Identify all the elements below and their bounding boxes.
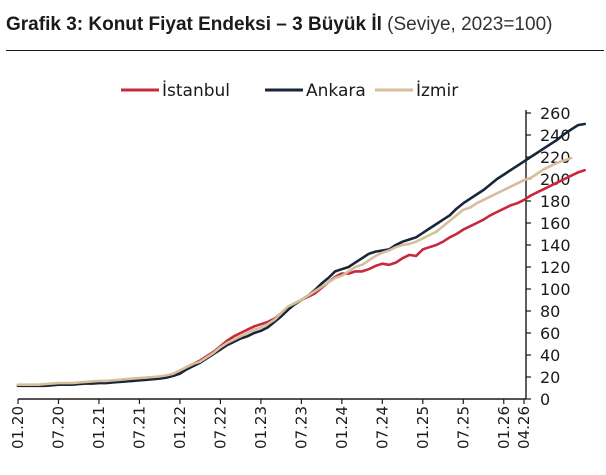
y-tick-label: 240 xyxy=(540,126,571,145)
x-tick-label: 01.22 xyxy=(171,406,189,449)
y-tick-label: 0 xyxy=(540,390,550,409)
y-tick-label: 140 xyxy=(540,236,571,255)
x-tick-label: 07.21 xyxy=(130,406,148,449)
chart-title-main: Grafik 3: Konut Fiyat Endeksi – 3 Büyük … xyxy=(6,14,382,35)
x-tick-label: 01.23 xyxy=(252,406,270,449)
legend-label: İzmir xyxy=(416,80,458,101)
x-tick-label: 01.20 xyxy=(9,406,27,449)
y-tick-label: 220 xyxy=(540,148,571,167)
chart-title: Grafik 3: Konut Fiyat Endeksi – 3 Büyük … xyxy=(6,14,552,36)
x-tick-label: 01.26 xyxy=(495,406,513,449)
x-tick-label: 01.24 xyxy=(333,406,351,449)
legend-label: İstanbul xyxy=(162,80,230,101)
series-line-0 xyxy=(16,168,587,387)
y-tick-label: 120 xyxy=(540,258,571,277)
y-tick-label: 20 xyxy=(540,368,560,387)
y-tick-label: 60 xyxy=(540,324,560,343)
series-line-1 xyxy=(16,122,587,388)
y-tick-label: 260 xyxy=(540,104,571,123)
y-tick-label: 160 xyxy=(540,214,571,233)
y-tick-label: 40 xyxy=(540,346,560,365)
y-tick-label: 200 xyxy=(540,170,571,189)
chart-axes: 0 20 40 60 80 100 120 140 160 180 200 220 240 260 01.2… xyxy=(9,104,571,449)
x-tick-label: 07.25 xyxy=(454,406,472,449)
chart-legend: İstanbul Ankara İzmir xyxy=(121,80,458,101)
x-tick-label: 01.25 xyxy=(414,406,432,449)
series-line-2 xyxy=(16,156,573,387)
chart-series-lines xyxy=(16,122,587,388)
y-tick-label: 180 xyxy=(540,192,571,211)
y-tick-label: 80 xyxy=(540,302,560,321)
x-tick-label: 07.20 xyxy=(49,406,67,449)
x-tick-label: 07.23 xyxy=(292,406,310,449)
x-tick-label: 07.22 xyxy=(211,406,229,449)
x-tick-label: 01.21 xyxy=(90,406,108,449)
y-tick-label: 100 xyxy=(540,280,571,299)
x-tick-label: 07.24 xyxy=(373,406,391,449)
chart-subtitle: (Seviye, 2023=100) xyxy=(387,14,553,35)
legend-label: Ankara xyxy=(306,81,366,101)
x-tick-label: 04.26 xyxy=(515,406,533,449)
title-divider xyxy=(6,50,604,51)
